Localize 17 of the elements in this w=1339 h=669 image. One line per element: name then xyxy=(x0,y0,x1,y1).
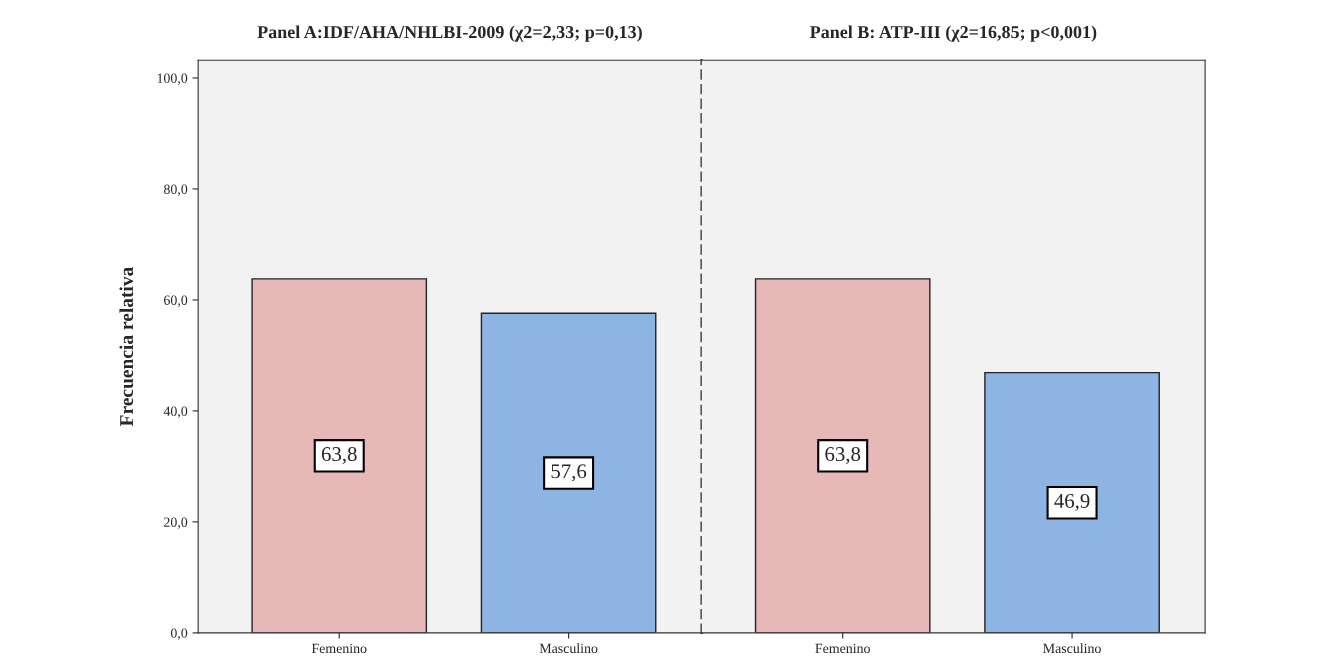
y-tick-label: 20,0 xyxy=(164,517,188,529)
y-tick-label: 0,0 xyxy=(170,628,188,640)
y-tick-label: 40,0 xyxy=(163,406,188,418)
x-tick-label: Femenino xyxy=(311,643,367,654)
x-tick-label: Femenino xyxy=(815,643,870,654)
data-label: 63,8 xyxy=(321,447,357,465)
y-tick-label: 100,0 xyxy=(157,73,188,85)
data-label: 57,6 xyxy=(551,464,587,482)
x-tick-label: Masculino xyxy=(539,643,598,654)
chart-title: Panel A:IDF/AHA/NHLBI-2009 (χ2=2,33; p=0,13) xyxy=(257,25,642,42)
data-label: 46,9 xyxy=(1054,493,1090,511)
x-tick-label: Masculino xyxy=(1043,643,1101,654)
data-label: 63,8 xyxy=(825,447,861,465)
chart-title: Panel B: ATP-III (χ2=16,85; p<0,001) xyxy=(809,25,1097,42)
y-axis-title: Frecuencia relativa xyxy=(119,267,134,427)
y-tick-label: 80,0 xyxy=(163,184,188,196)
y-tick-label: 60,0 xyxy=(164,295,188,307)
